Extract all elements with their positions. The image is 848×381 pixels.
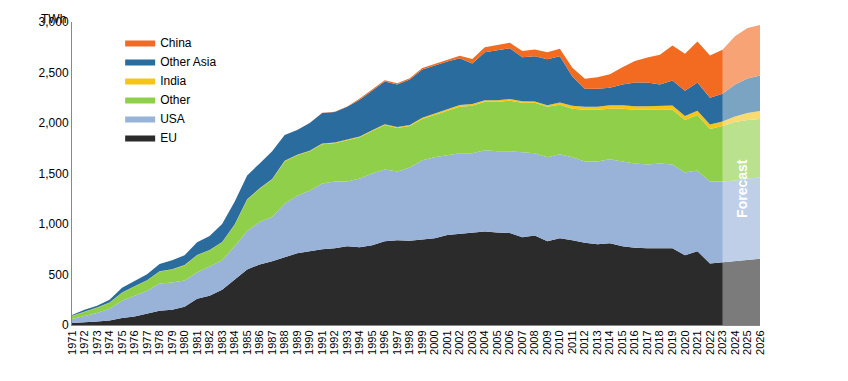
svg-text:2023: 2023 — [716, 330, 728, 354]
svg-text:0: 0 — [62, 318, 69, 332]
svg-text:2006: 2006 — [503, 330, 515, 354]
svg-text:2003: 2003 — [466, 330, 478, 354]
svg-text:1999: 1999 — [416, 330, 428, 354]
svg-text:1983: 1983 — [216, 330, 228, 354]
svg-text:1976: 1976 — [128, 330, 140, 354]
svg-text:Other Asia: Other Asia — [160, 55, 216, 69]
svg-text:2010: 2010 — [553, 330, 565, 354]
svg-text:China: China — [160, 36, 192, 50]
svg-text:1972: 1972 — [78, 330, 90, 354]
svg-text:TWh: TWh — [41, 12, 66, 26]
svg-text:2,000: 2,000 — [39, 116, 69, 130]
svg-text:2017: 2017 — [641, 330, 653, 354]
svg-text:2026: 2026 — [754, 330, 766, 354]
svg-text:1989: 1989 — [291, 330, 303, 354]
svg-text:2001: 2001 — [441, 330, 453, 354]
svg-text:USA: USA — [160, 112, 185, 126]
svg-text:2005: 2005 — [491, 330, 503, 354]
svg-text:2019: 2019 — [666, 330, 678, 354]
svg-text:2002: 2002 — [453, 330, 465, 354]
svg-text:1975: 1975 — [116, 330, 128, 354]
svg-text:2000: 2000 — [428, 330, 440, 354]
svg-text:2022: 2022 — [704, 330, 716, 354]
svg-text:1995: 1995 — [366, 330, 378, 354]
svg-text:1,500: 1,500 — [39, 167, 69, 181]
svg-text:1979: 1979 — [166, 330, 178, 354]
svg-text:500: 500 — [49, 268, 69, 282]
svg-text:1991: 1991 — [316, 330, 328, 354]
svg-text:1993: 1993 — [341, 330, 353, 354]
svg-text:1981: 1981 — [191, 330, 203, 354]
svg-text:1987: 1987 — [266, 330, 278, 354]
svg-text:1998: 1998 — [403, 330, 415, 354]
svg-text:1,000: 1,000 — [39, 217, 69, 231]
svg-text:2015: 2015 — [616, 330, 628, 354]
svg-text:2021: 2021 — [691, 330, 703, 354]
svg-text:2014: 2014 — [603, 330, 615, 354]
svg-text:3,000: 3,000 — [39, 15, 69, 29]
svg-text:2016: 2016 — [628, 330, 640, 354]
svg-text:2025: 2025 — [741, 330, 753, 354]
svg-text:1971: 1971 — [66, 330, 78, 354]
svg-text:2020: 2020 — [679, 330, 691, 354]
svg-text:1974: 1974 — [103, 330, 115, 354]
svg-text:2018: 2018 — [654, 330, 666, 354]
svg-text:1997: 1997 — [391, 330, 403, 354]
svg-text:2013: 2013 — [591, 330, 603, 354]
svg-text:2009: 2009 — [541, 330, 553, 354]
svg-text:1985: 1985 — [241, 330, 253, 354]
svg-text:2008: 2008 — [528, 330, 540, 354]
svg-text:1982: 1982 — [203, 330, 215, 354]
svg-text:1977: 1977 — [141, 330, 153, 354]
svg-text:2011: 2011 — [566, 330, 578, 354]
svg-text:2004: 2004 — [478, 330, 490, 354]
svg-text:1988: 1988 — [278, 330, 290, 354]
svg-text:1990: 1990 — [303, 330, 315, 354]
svg-text:1984: 1984 — [228, 330, 240, 354]
svg-text:Forecast: Forecast — [734, 159, 750, 218]
svg-text:1973: 1973 — [91, 330, 103, 354]
svg-text:1980: 1980 — [178, 330, 190, 354]
svg-text:2024: 2024 — [729, 330, 741, 354]
svg-text:1978: 1978 — [153, 330, 165, 354]
svg-text:2,500: 2,500 — [39, 66, 69, 80]
svg-text:EU: EU — [160, 131, 177, 145]
svg-text:2012: 2012 — [578, 330, 590, 354]
svg-text:1994: 1994 — [353, 330, 365, 354]
svg-text:1992: 1992 — [328, 330, 340, 354]
svg-text:1986: 1986 — [253, 330, 265, 354]
svg-text:1996: 1996 — [378, 330, 390, 354]
svg-text:Other: Other — [160, 93, 190, 107]
svg-text:India: India — [160, 74, 186, 88]
svg-text:2007: 2007 — [516, 330, 528, 354]
